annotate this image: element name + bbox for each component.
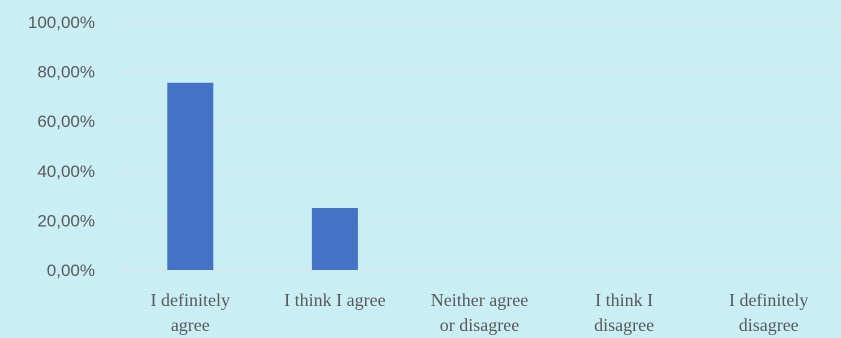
x-tick-label: I definitely disagree: [729, 290, 808, 335]
gridlines: [118, 21, 841, 271]
bar: [311, 208, 358, 270]
y-tick-label: 40,00%: [37, 162, 95, 181]
bars: [167, 82, 358, 270]
x-axis-category-labels: I definitely agree I think I agree Neither …: [151, 290, 809, 335]
x-tick-label: I think I agree: [284, 290, 385, 310]
y-axis-tick-labels: 0,00% 20,00% 40,00% 60,00% 80,00% 100,00%: [28, 13, 95, 280]
y-tick-label: 100,00%: [28, 13, 95, 32]
y-tick-label: 0,00%: [47, 261, 95, 280]
bar: [167, 82, 214, 270]
x-tick-label: Neither agree or disagree: [431, 290, 528, 335]
y-tick-label: 60,00%: [37, 112, 95, 131]
y-tick-label: 80,00%: [37, 63, 95, 82]
y-tick-label: 20,00%: [37, 211, 95, 230]
x-tick-label: I definitely agree: [151, 290, 230, 335]
